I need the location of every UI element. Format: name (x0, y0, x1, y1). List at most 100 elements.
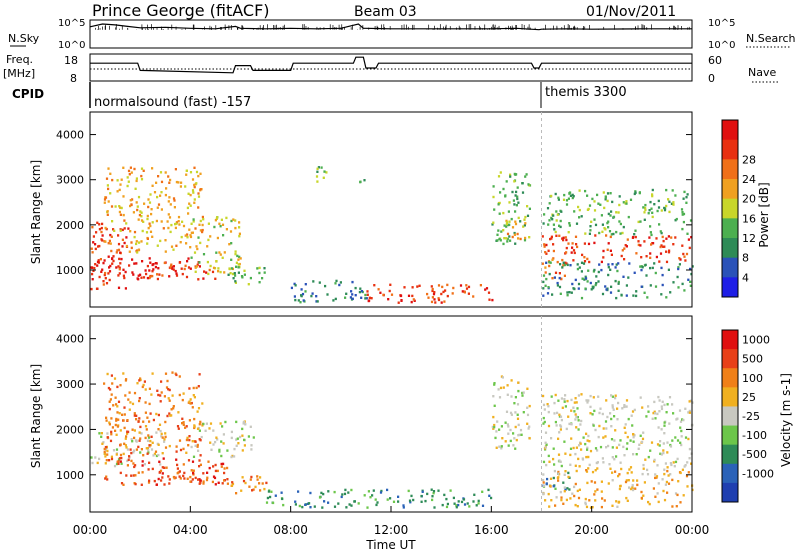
heat-cell (557, 399, 560, 402)
heat-cell (111, 220, 114, 223)
heat-cell (649, 284, 652, 287)
heat-cell (311, 292, 314, 295)
heat-cell (485, 287, 489, 290)
heat-cell (593, 218, 596, 221)
heat-cell (118, 210, 121, 214)
heat-cell (325, 171, 328, 174)
heat-cell (592, 424, 595, 427)
heat-cell (634, 190, 637, 193)
heat-cell (543, 213, 546, 216)
heat-cell (619, 232, 622, 235)
heat-cell (134, 187, 137, 190)
heat-cell (683, 255, 686, 258)
heat-cell (344, 296, 347, 299)
heat-cell (142, 220, 145, 223)
heat-cell (112, 449, 116, 452)
heat-cell (226, 466, 229, 470)
heat-cell (549, 477, 553, 480)
heat-cell (582, 262, 586, 265)
heat-cell (611, 406, 614, 409)
heat-cell (169, 203, 172, 206)
heat-cell (645, 274, 648, 277)
heat-cell (440, 292, 443, 296)
heat-cell (570, 437, 573, 440)
heat-cell (196, 445, 199, 448)
heat-cell (188, 435, 191, 438)
heat-cell (218, 222, 221, 225)
heat-cell (230, 484, 234, 487)
heat-cell (192, 473, 195, 476)
colorbar-tick-label: 25 (742, 391, 756, 404)
heat-cell (602, 427, 605, 430)
heat-cell (492, 395, 495, 398)
heat-cell (226, 449, 229, 452)
heat-cell (631, 484, 634, 487)
heat-cell (623, 426, 626, 429)
heat-cell (570, 291, 573, 294)
heat-cell (229, 272, 232, 275)
heat-cell (263, 267, 266, 270)
heat-cell (663, 403, 666, 407)
heat-cell (593, 481, 597, 484)
heat-cell (554, 420, 557, 424)
heat-cell (555, 424, 558, 427)
heat-cell (519, 428, 523, 432)
heat-cell (211, 480, 214, 484)
heat-cell (659, 440, 662, 443)
heat-cell (189, 475, 192, 479)
heat-cell (547, 424, 551, 428)
heat-cell (189, 398, 192, 401)
heat-cell (138, 439, 141, 442)
heat-cell (612, 215, 616, 219)
heat-cell (148, 479, 151, 482)
heat-cell (173, 199, 176, 202)
heat-cell (201, 223, 204, 227)
heat-cell (565, 251, 568, 254)
heat-cell (504, 421, 507, 424)
heat-cell (649, 200, 652, 204)
heat-cell (528, 437, 531, 440)
heat-cell (676, 439, 680, 442)
heat-cell (258, 482, 261, 485)
heat-cell (544, 271, 547, 274)
heat-cell (222, 433, 225, 436)
heat-cell (568, 222, 571, 225)
heat-cell (105, 282, 109, 285)
heat-cell (126, 464, 129, 467)
heat-cell (562, 481, 565, 484)
heat-cell (600, 505, 603, 509)
heat-cell (136, 208, 139, 212)
heat-cell (122, 195, 125, 198)
heat-cell (594, 234, 597, 237)
heat-cell (151, 221, 154, 224)
colorbar-tick-label: -25 (742, 410, 760, 423)
heat-cell (122, 419, 125, 422)
heat-cell (186, 436, 189, 440)
heat-cell (219, 422, 222, 425)
heat-cell (625, 447, 628, 451)
heat-cell (189, 234, 192, 237)
heat-cell (671, 403, 674, 406)
heat-cell (146, 242, 149, 245)
heat-cell (597, 202, 600, 205)
heat-cell (153, 452, 156, 456)
heat-cell (563, 473, 566, 476)
heat-cell (552, 223, 555, 226)
heat-cell (516, 413, 519, 416)
heat-cell (148, 461, 151, 464)
heat-cell (517, 423, 520, 427)
heat-cell (492, 185, 495, 188)
heat-cell (154, 450, 158, 453)
heat-cell (212, 266, 216, 270)
heat-cell (634, 487, 637, 490)
heat-cell (583, 260, 587, 263)
heat-cell (159, 463, 162, 466)
heat-cell (608, 230, 612, 233)
heat-cell (195, 182, 198, 185)
freq-panel: Freq. [MHz] 18 8 60 0 Nave (3, 53, 780, 85)
heat-cell (573, 401, 576, 404)
heat-cell (213, 476, 217, 480)
heat-cell (632, 294, 635, 297)
heat-cell (679, 426, 682, 429)
heat-cell (586, 446, 589, 449)
